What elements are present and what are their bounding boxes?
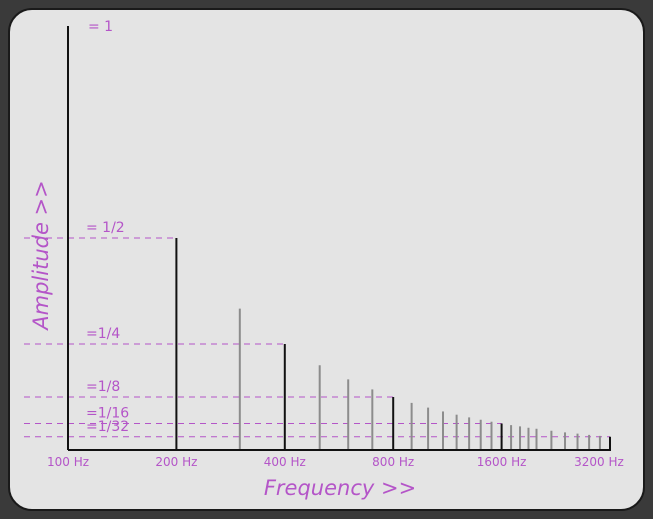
amplitude-label: =1/16	[86, 406, 129, 422]
x-tick-label: 3200 Hz	[574, 455, 624, 469]
amplitude-label: = 1/2	[86, 220, 125, 236]
chart-panel: = 1 = 1/2 =1/4 =1/8 =1/16 =1/32 100 Hz 200 Hz 4…	[8, 8, 645, 511]
x-tick-label: 200 Hz	[155, 455, 197, 469]
amplitude-labels: = 1 = 1/2 =1/4 =1/8 =1/16=1/32	[86, 19, 129, 435]
amplitude-label: =1/4	[86, 326, 120, 342]
amplitude-label: =1/8	[86, 379, 120, 395]
x-tick-label: 800 Hz	[372, 455, 414, 469]
x-tick-labels: 100 Hz 200 Hz 400 Hz 800 Hz 1600 Hz 3200 Hz	[47, 455, 624, 469]
y-axis-title: Amplitude >>	[29, 180, 53, 331]
harmonic-spectrum-chart: = 1 = 1/2 =1/4 =1/8 =1/16=1/32 100 Hz 200 Hz 4…	[24, 19, 624, 500]
x-tick-label: 1600 Hz	[477, 455, 527, 469]
axes	[67, 26, 611, 451]
amplitude-label: = 1	[88, 19, 113, 35]
x-tick-label: 400 Hz	[264, 455, 306, 469]
x-axis-title: Frequency >>	[264, 476, 416, 500]
amplitude-guides	[24, 237, 610, 438]
amplitude-label: =1/32	[86, 419, 129, 435]
x-tick-label: 100 Hz	[47, 455, 89, 469]
harmonic-bars	[175, 238, 611, 450]
